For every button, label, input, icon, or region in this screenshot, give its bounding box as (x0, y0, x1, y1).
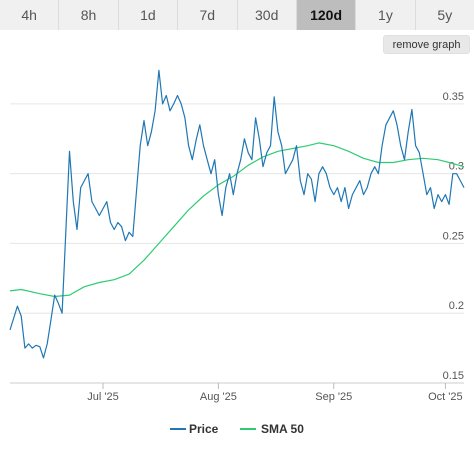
y-tick-label: 0.25 (443, 230, 464, 242)
tab-4h[interactable]: 4h (0, 0, 60, 30)
remove-graph-button[interactable]: remove graph (383, 35, 470, 54)
tab-30d[interactable]: 30d (237, 0, 297, 30)
tab-1y[interactable]: 1y (356, 0, 416, 30)
y-tick-label: 0.15 (443, 370, 464, 382)
range-tabs: 4h 8h 1d 7d 30d 120d 1y 5y (0, 0, 474, 30)
chart-legend[interactable]: Price SMA 50 (170, 422, 304, 436)
y-tick-label: 0.35 (443, 91, 464, 103)
tab-120d[interactable]: 120d (296, 0, 357, 30)
x-axis: Jul '25 Aug '25 Sep '25 Oct '25 (87, 383, 463, 403)
chart-series (9, 69, 465, 359)
series-line-price (9, 69, 465, 359)
tab-8h[interactable]: 8h (59, 0, 119, 30)
legend-item-price[interactable]: Price (189, 422, 219, 436)
tab-7d[interactable]: 7d (178, 0, 238, 30)
series-line-sma-50 (9, 142, 465, 298)
tab-5y[interactable]: 5y (415, 0, 474, 30)
x-tick-label: Sep '25 (315, 391, 352, 403)
y-tick-label: 0.2 (449, 300, 464, 312)
tab-1d[interactable]: 1d (118, 0, 179, 30)
chart-grid (10, 103, 464, 384)
x-tick-label: Oct '25 (428, 391, 463, 403)
legend-item-sma-50[interactable]: SMA 50 (261, 422, 304, 436)
y-axis: 0.150.20.250.30.35 (443, 91, 464, 382)
x-tick-label: Aug '25 (200, 391, 237, 403)
x-tick-label: Jul '25 (87, 391, 118, 403)
